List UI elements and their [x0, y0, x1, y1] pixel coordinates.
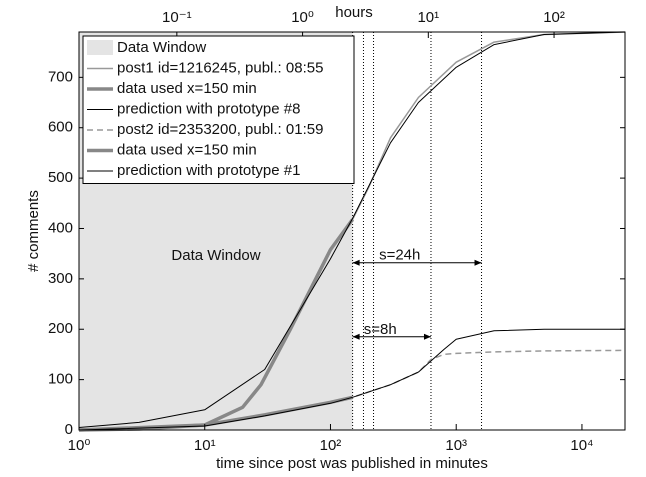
y-tick-label: 400: [48, 219, 73, 236]
x-tick-label: 10⁴: [570, 437, 593, 454]
x2-tick-label: 10¹: [417, 9, 439, 26]
x-axis-label: time since post was published in minutes: [216, 455, 488, 472]
x2-tick-label: 10⁰: [291, 9, 314, 26]
x2-tick-label: 10⁻¹: [162, 9, 192, 26]
x-tick-label: 10³: [445, 437, 467, 454]
legend-label: prediction with prototype #8: [117, 100, 300, 117]
series-line: [78, 31, 626, 428]
x-tick-label: 10⁰: [68, 437, 91, 454]
annotation: Data Window: [171, 247, 260, 264]
x2-axis-label: hours: [335, 4, 373, 21]
series-line: [78, 328, 625, 431]
x2-tick-label: 10²: [543, 9, 565, 26]
y-tick-label: 700: [48, 68, 73, 85]
legend-swatch: [87, 40, 113, 55]
axes-box: [78, 31, 626, 431]
legend-label: prediction with prototype #1: [117, 162, 300, 179]
legend-label: post1 id=1216245, publ.: 08:55: [117, 59, 323, 76]
legend-label: Data Window: [117, 39, 206, 56]
y-axis-label: # comments: [25, 190, 42, 272]
series-line: [78, 395, 353, 432]
x-tick-label: 10²: [320, 437, 342, 454]
y-tick-label: 200: [48, 320, 73, 337]
legend-label: post2 id=2353200, publ.: 01:59: [117, 121, 323, 138]
legend-box: [82, 35, 355, 184]
x-tick-label: 10¹: [194, 437, 216, 454]
y-tick-label: 100: [48, 371, 73, 388]
annotation: s=8h: [364, 321, 397, 338]
y-tick-label: 300: [48, 270, 73, 287]
annotation: s=24h: [379, 247, 420, 264]
y-tick-label: 500: [48, 169, 73, 186]
legend-label: data used x=150 min: [117, 80, 257, 97]
y-tick-label: 0: [65, 421, 73, 438]
y-tick-label: 600: [48, 119, 73, 136]
legend-label: data used x=150 min: [117, 141, 257, 158]
